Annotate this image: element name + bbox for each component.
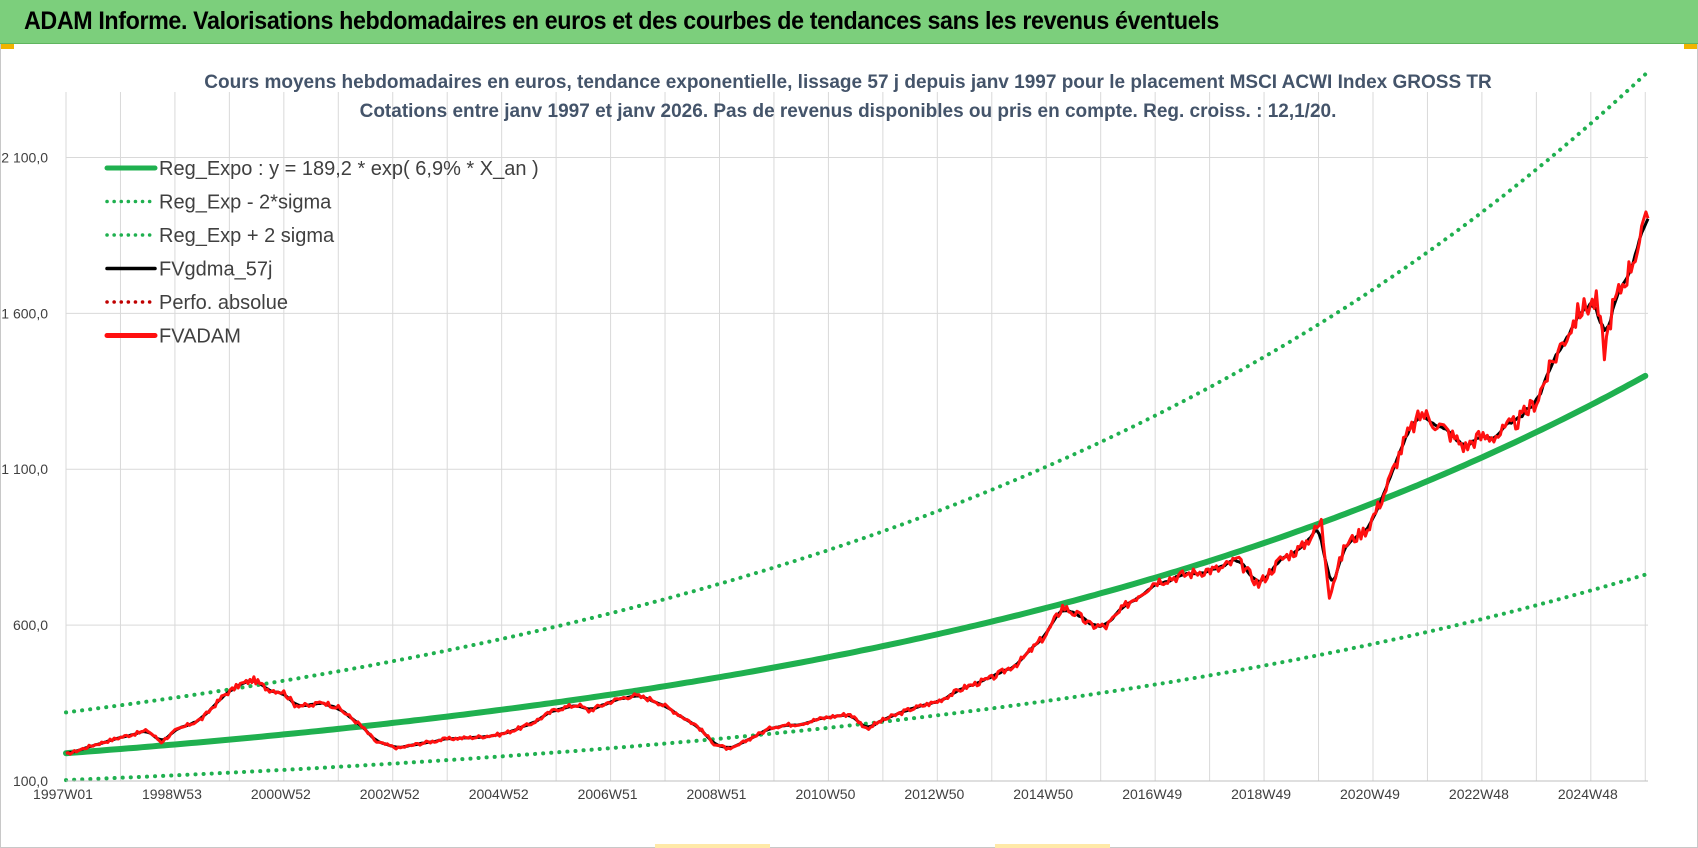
y-tick-label: 100,0 — [13, 773, 48, 789]
series-reg-plus-2-sigma — [64, 72, 1648, 715]
y-tick-label: 2 100,0 — [1, 149, 48, 165]
report-title: ADAM Informe. Valorisations hebdomadaire… — [24, 7, 1219, 35]
bottom-accent-right — [995, 844, 1110, 848]
series-fvadam — [65, 210, 1650, 756]
chart-series — [63, 72, 1650, 783]
x-tick-label: 2024W48 — [1558, 786, 1618, 802]
x-tick-label: 2020W49 — [1340, 786, 1400, 802]
x-tick-label: 2016W49 — [1122, 786, 1182, 802]
x-tick-label: 2004W52 — [469, 786, 529, 802]
chart-grid — [65, 92, 1648, 782]
series-reg-minus-2-sigma — [64, 572, 1648, 783]
legend-label: Reg_Exp + 2 sigma — [159, 225, 335, 247]
chart-legend: Reg_Expo : y = 189,2 * exp( 6,9% * X_an … — [104, 158, 539, 348]
header-banner: ADAM Informe. Valorisations hebdomadaire… — [0, 0, 1698, 44]
x-tick-label: 2002W52 — [360, 786, 420, 802]
y-tick-label: 1 100,0 — [1, 461, 48, 477]
legend-label: FVADAM — [159, 326, 241, 348]
legend-label: Reg_Expo : y = 189,2 * exp( 6,9% * X_an … — [159, 158, 539, 180]
x-tick-label: 2008W51 — [687, 786, 747, 802]
x-tick-label: 1997W01 — [33, 786, 93, 802]
legend-label: Reg_Exp - 2*sigma — [159, 192, 332, 214]
legend-label: FVgdma_57j — [159, 259, 272, 281]
x-tick-label: 2022W48 — [1449, 786, 1509, 802]
corner-marker-right — [1684, 44, 1698, 49]
legend-label: Perfo. absolue — [159, 292, 288, 314]
x-tick-label: 2010W50 — [795, 786, 855, 802]
chart-axes: 100,0 600,0 1 100,0 1 600,0 2 100,0 1997W01 19… — [1, 149, 1648, 802]
x-tick-label: 2000W52 — [251, 786, 311, 802]
bottom-accent-left — [655, 844, 770, 848]
x-tick-label: 2012W50 — [904, 786, 964, 802]
chart-subtitle: Cotations entre janv 1997 et janv 2026. … — [360, 101, 1337, 122]
y-tick-label: 1 600,0 — [1, 305, 48, 321]
x-tick-label: 1998W53 — [142, 786, 202, 802]
corner-marker-left — [0, 44, 14, 49]
y-tick-label: 600,0 — [13, 617, 48, 633]
x-tick-label: 2018W49 — [1231, 786, 1291, 802]
chart-area: 100,0 600,0 1 100,0 1 600,0 2 100,0 1997W01 19… — [1, 72, 1650, 802]
x-tick-label: 2014W50 — [1013, 786, 1073, 802]
x-tick-label: 2006W51 — [578, 786, 638, 802]
chart-title: Cours moyens hebdomadaires en euros, ten… — [204, 72, 1492, 93]
